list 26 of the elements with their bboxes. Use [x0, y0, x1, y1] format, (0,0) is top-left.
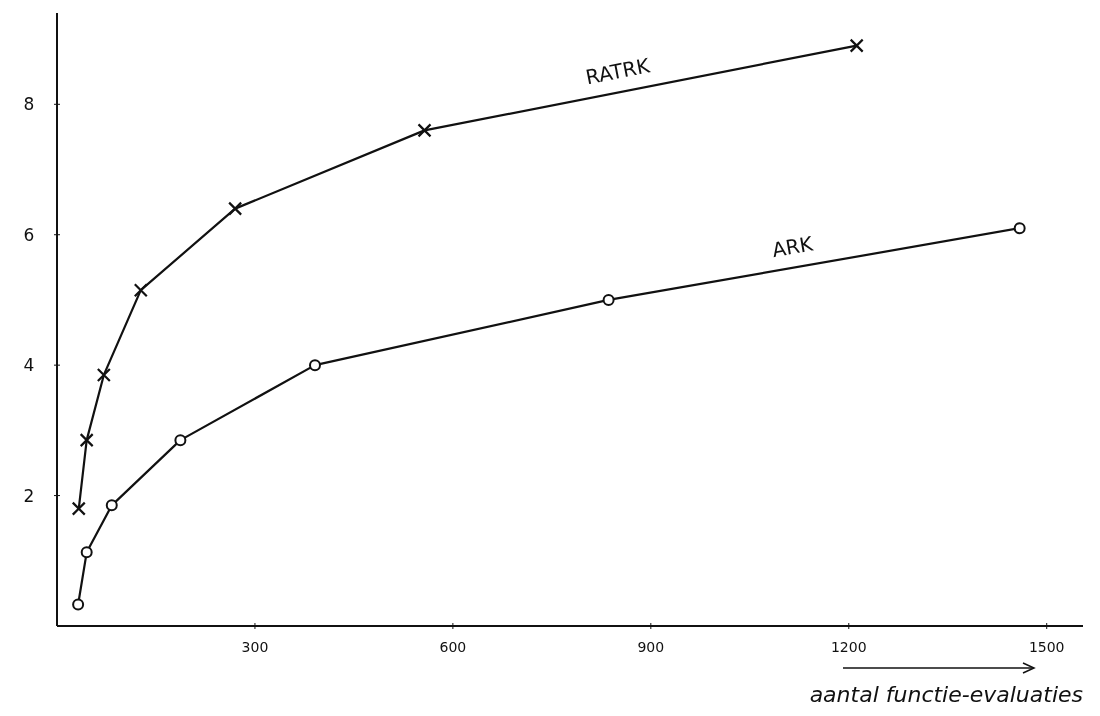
x-axis-title: aantal functie-evaluaties [809, 682, 1083, 707]
point [133, 283, 148, 298]
y-tick-label: 8 [23, 94, 35, 115]
point [1013, 222, 1026, 235]
text: ARK [770, 231, 816, 263]
point [71, 501, 86, 516]
point [96, 367, 111, 383]
x-tick-label: 1500 [1028, 639, 1065, 655]
point [72, 598, 85, 611]
point [79, 433, 94, 448]
point [308, 359, 321, 372]
x-tick-label: 300 [241, 639, 269, 655]
y-tick-label: 6 [23, 224, 35, 245]
text: RATRK [583, 53, 653, 90]
point [105, 499, 118, 512]
y-tick-label: 2 [23, 485, 35, 506]
point [849, 38, 864, 53]
x-tick-label: 900 [637, 639, 665, 655]
y-tick-label: 4 [23, 355, 35, 376]
point [602, 293, 615, 306]
x-tick-label: 1200 [830, 639, 867, 655]
point [228, 201, 243, 216]
point [174, 434, 187, 447]
point [417, 123, 432, 138]
point [80, 546, 93, 559]
x-tick-label: 600 [439, 639, 467, 655]
